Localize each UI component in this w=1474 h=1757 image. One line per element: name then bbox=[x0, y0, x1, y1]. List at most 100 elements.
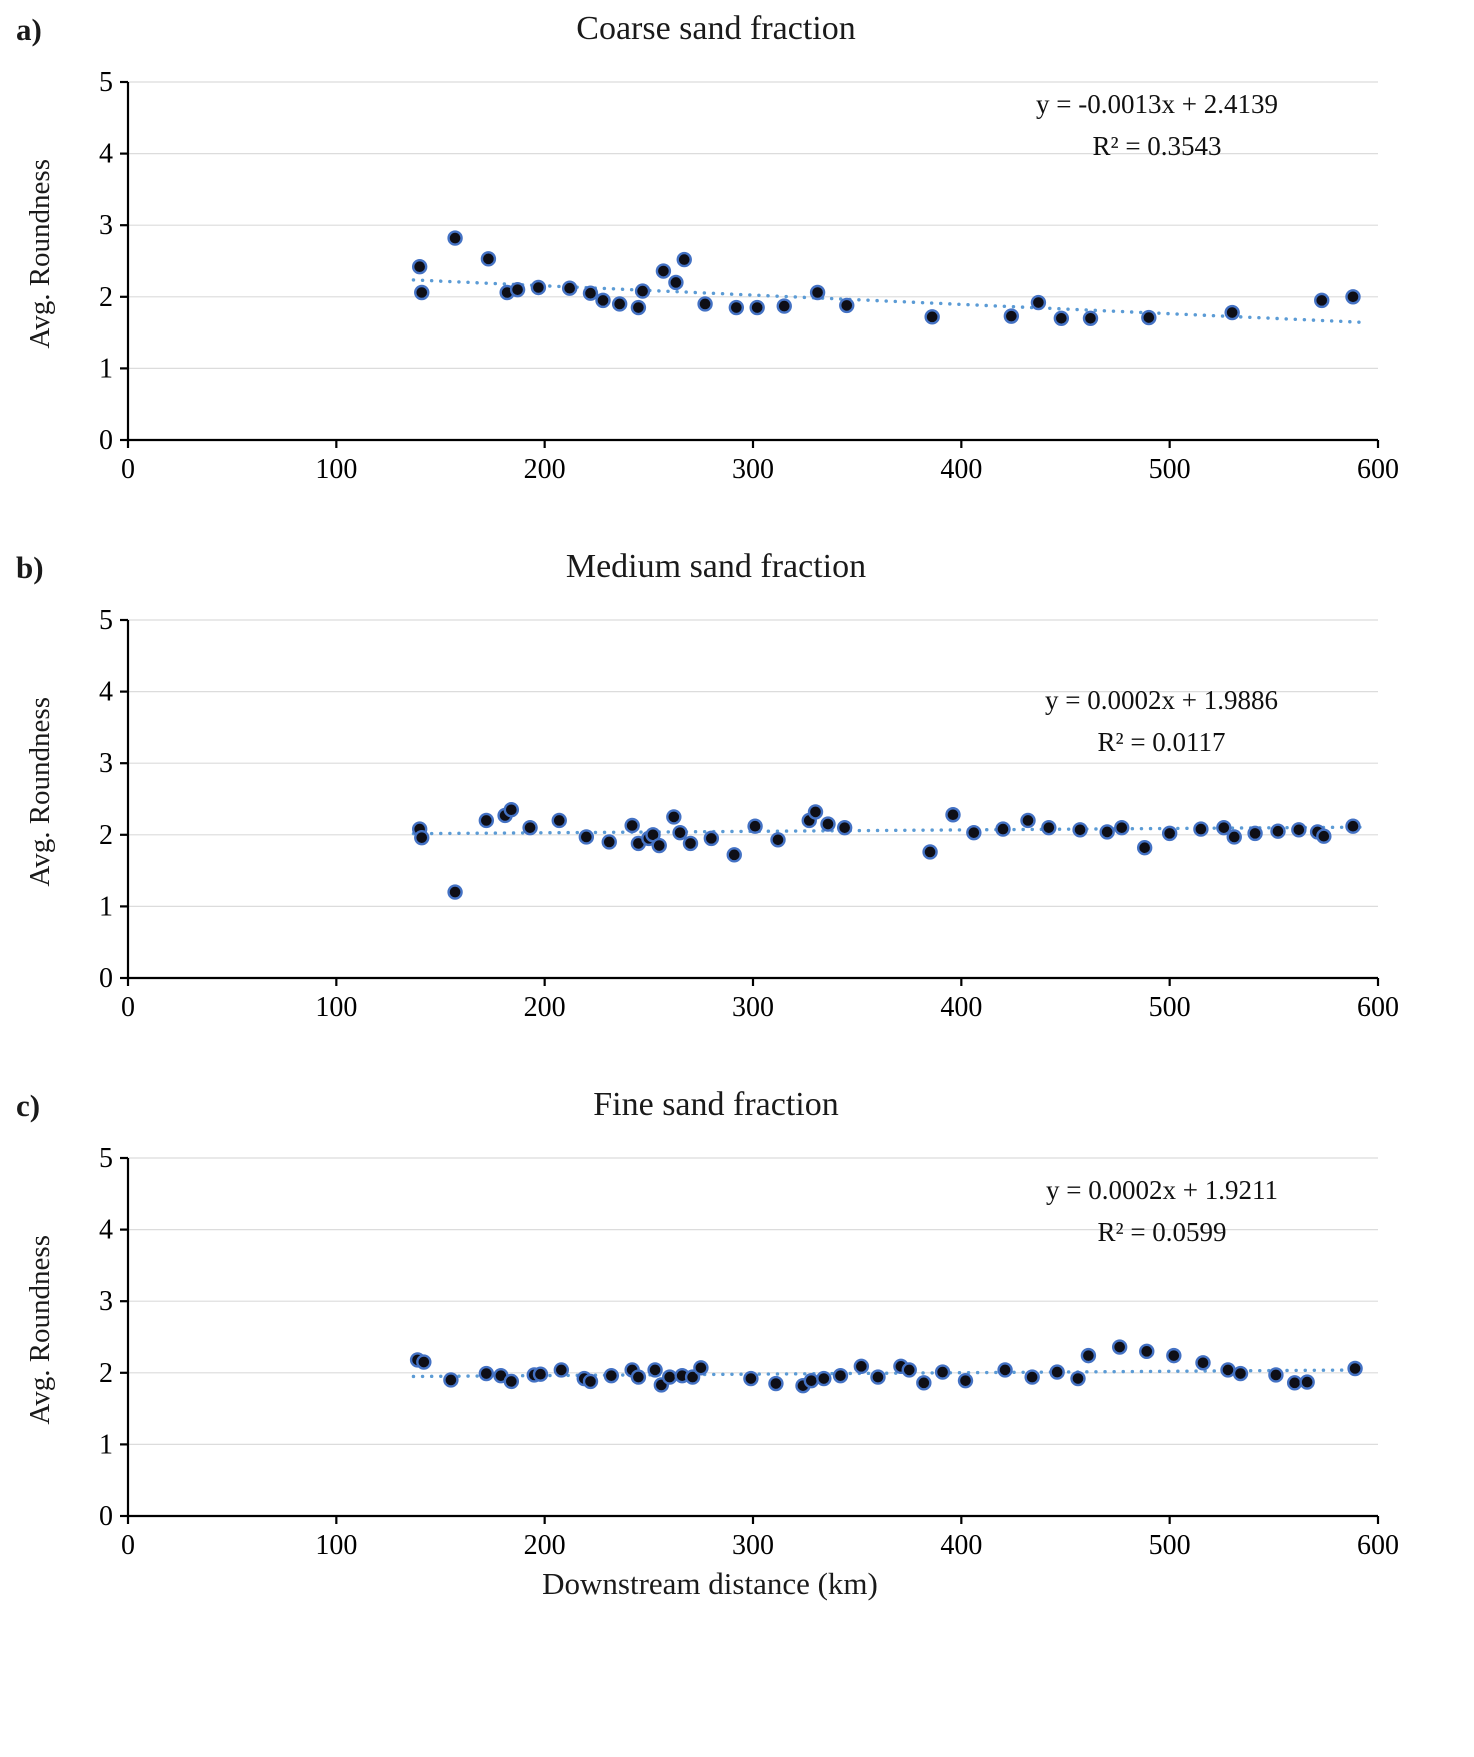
y-axis-title: Avg. Roundness bbox=[23, 697, 56, 887]
data-point bbox=[1224, 304, 1240, 321]
y-tick-label: 5 bbox=[99, 1144, 113, 1174]
data-point bbox=[651, 837, 667, 854]
data-point bbox=[1080, 1347, 1097, 1364]
plot-row: Avg. Roundness 0 1 2 3 4 5 0 100 200 300 400 500 600… bbox=[16, 1144, 1456, 1562]
data-point bbox=[668, 274, 684, 291]
data-point bbox=[551, 812, 567, 829]
data-point bbox=[1020, 812, 1036, 829]
chart-panel-fine: c) Fine sand fraction Avg. Roundness 0 1 2… bbox=[16, 1086, 1456, 1562]
data-point bbox=[634, 283, 651, 299]
data-point bbox=[803, 1372, 820, 1389]
data-point bbox=[630, 299, 647, 316]
r-squared-value: R² = 0.3543 bbox=[1092, 130, 1222, 161]
plot-area-wrap: 0 1 2 3 4 5 0 100 200 300 400 500 600 y = -0.0013x +… bbox=[64, 68, 1404, 486]
data-point bbox=[1166, 1347, 1182, 1364]
x-tick-label: 600 bbox=[1357, 992, 1399, 1023]
data-point bbox=[747, 818, 763, 834]
data-point bbox=[684, 1369, 701, 1385]
data-point bbox=[503, 802, 520, 818]
y-axis-title: Avg. Roundness bbox=[23, 159, 56, 349]
x-axis-title: Downstream distance (km) bbox=[542, 1566, 878, 1601]
data-point bbox=[853, 1358, 870, 1375]
data-point bbox=[1114, 819, 1130, 836]
y-tick-label: 3 bbox=[99, 748, 113, 779]
x-tick-label: 0 bbox=[121, 454, 135, 485]
data-point bbox=[414, 829, 430, 846]
trendline bbox=[411, 278, 1364, 324]
data-point bbox=[832, 1367, 849, 1384]
data-point bbox=[1193, 821, 1209, 837]
data-point bbox=[966, 824, 982, 841]
data-point bbox=[807, 804, 824, 820]
data-point bbox=[480, 251, 497, 267]
data-point bbox=[532, 1366, 549, 1382]
data-point bbox=[1141, 309, 1157, 326]
data-point bbox=[582, 285, 599, 301]
data-point bbox=[770, 832, 786, 848]
trendline bbox=[411, 825, 1364, 836]
x-tick-label: 100 bbox=[315, 454, 357, 485]
data-point bbox=[1136, 839, 1153, 856]
trendline-equation-block: y = 0.0002x + 1.9211 R² = 0.0599 bbox=[1046, 1170, 1278, 1254]
x-tick-label: 100 bbox=[315, 1530, 357, 1561]
data-point bbox=[703, 830, 720, 847]
data-point bbox=[414, 284, 430, 301]
trendline-equation: y = 0.0002x + 1.9211 bbox=[1046, 1175, 1278, 1205]
data-point bbox=[1347, 1360, 1363, 1377]
data-point bbox=[522, 819, 538, 836]
data-point bbox=[682, 835, 699, 852]
data-point bbox=[916, 1375, 932, 1391]
data-point bbox=[478, 1365, 495, 1382]
chart-panel-coarse: a) Coarse sand fraction Avg. Roundness 0… bbox=[16, 10, 1456, 486]
data-point bbox=[530, 279, 547, 296]
data-point bbox=[661, 1369, 678, 1385]
y-tick-label: 2 bbox=[99, 820, 113, 851]
data-point bbox=[1232, 1365, 1249, 1382]
y-tick-label: 0 bbox=[99, 1501, 113, 1532]
data-point bbox=[836, 819, 853, 836]
y-tick-label: 0 bbox=[99, 963, 113, 994]
x-tick-label: 300 bbox=[732, 454, 774, 485]
y-tick-label: 4 bbox=[99, 139, 113, 170]
data-point bbox=[1299, 1374, 1315, 1390]
x-tick-label: 600 bbox=[1357, 1530, 1399, 1561]
y-tick-label: 1 bbox=[99, 1429, 113, 1460]
x-tick-label: 0 bbox=[121, 1530, 135, 1561]
data-point bbox=[1268, 1367, 1284, 1383]
data-point bbox=[1030, 294, 1047, 311]
data-point bbox=[1270, 823, 1286, 839]
y-tick-label: 0 bbox=[99, 425, 113, 456]
data-point bbox=[1247, 825, 1263, 842]
x-tick-label: 400 bbox=[940, 454, 982, 485]
chart-title-coarse: Coarse sand fraction bbox=[576, 10, 856, 47]
data-point bbox=[411, 259, 428, 275]
y-tick-label: 1 bbox=[99, 353, 113, 384]
r-squared-value: R² = 0.0599 bbox=[1097, 1216, 1227, 1247]
data-point bbox=[776, 298, 792, 314]
x-tick-label: 400 bbox=[940, 1530, 982, 1561]
data-point bbox=[443, 1372, 459, 1388]
data-point bbox=[924, 309, 940, 325]
data-point bbox=[647, 1362, 663, 1378]
trendline bbox=[411, 1368, 1364, 1379]
data-point bbox=[749, 299, 765, 316]
y-tick-label: 4 bbox=[99, 677, 113, 708]
r-squared-value: R² = 0.0117 bbox=[1097, 726, 1226, 757]
data-point bbox=[1111, 1339, 1128, 1355]
data-point bbox=[1161, 825, 1178, 842]
y-tick-label: 2 bbox=[99, 282, 113, 313]
data-point bbox=[1226, 829, 1242, 845]
plot-row: Avg. Roundness 0 1 2 3 4 5 0 100 200 300 400 500 600… bbox=[16, 68, 1456, 486]
data-point bbox=[726, 847, 742, 863]
data-point bbox=[1024, 1369, 1040, 1385]
trendline-equation: y = 0.0002x + 1.9886 bbox=[1045, 685, 1278, 715]
y-tick-label: 5 bbox=[99, 68, 113, 98]
x-tick-label: 200 bbox=[524, 454, 566, 485]
data-point bbox=[672, 824, 688, 841]
data-point bbox=[416, 1354, 432, 1370]
data-point bbox=[1316, 828, 1332, 844]
data-point bbox=[611, 296, 628, 312]
data-point bbox=[743, 1370, 759, 1387]
data-point bbox=[693, 1360, 709, 1376]
